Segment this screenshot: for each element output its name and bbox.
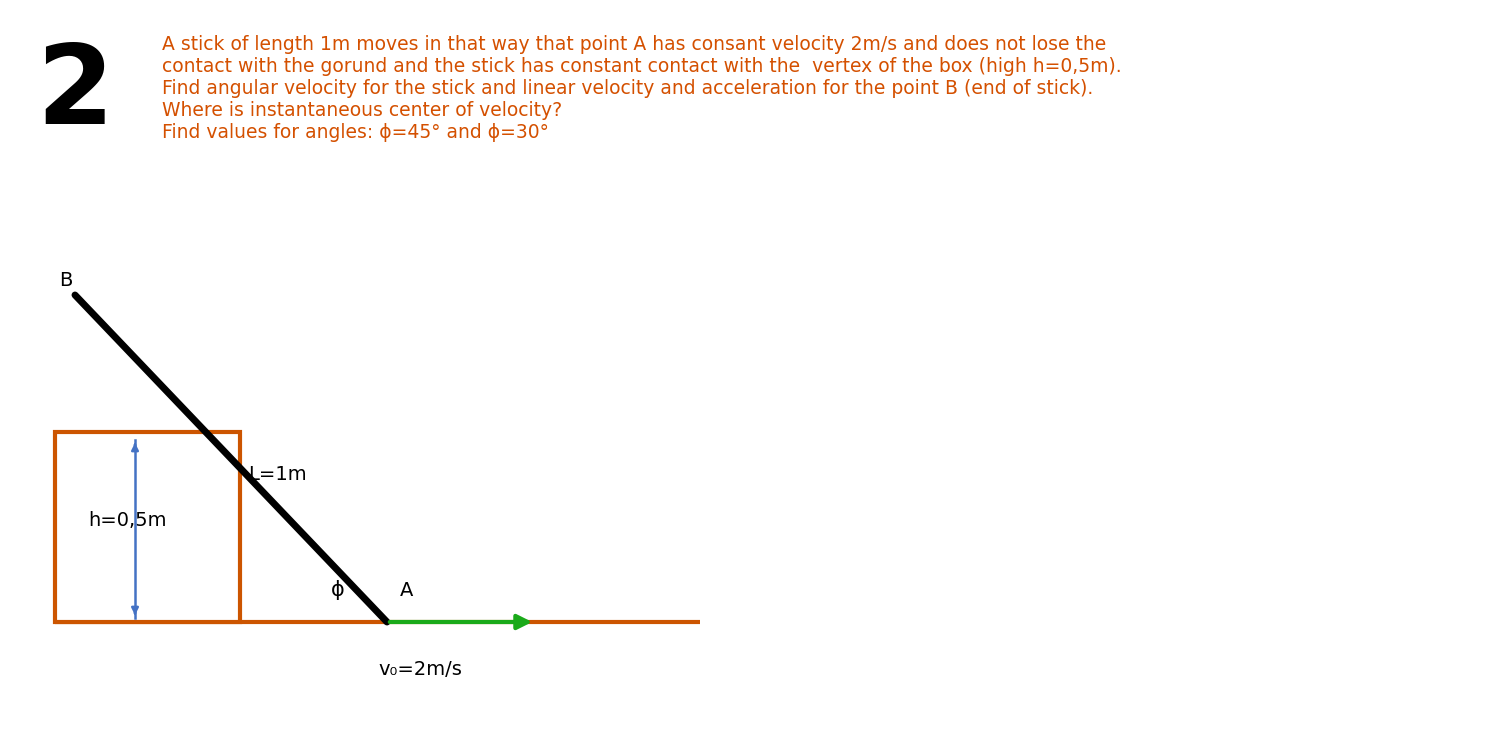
Text: contact with the gorund and the stick has constant contact with the  vertex of t: contact with the gorund and the stick ha… bbox=[163, 57, 1122, 76]
Bar bbox=[56, 432, 239, 622]
Text: ϕ: ϕ bbox=[331, 580, 345, 600]
Text: A stick of length 1m moves in that way that point A has consant velocity 2m/s an: A stick of length 1m moves in that way t… bbox=[163, 35, 1107, 54]
Text: 2: 2 bbox=[36, 40, 113, 147]
Text: B: B bbox=[60, 271, 72, 290]
Text: h=0,5m: h=0,5m bbox=[87, 510, 167, 529]
Text: A: A bbox=[401, 581, 413, 600]
Text: Find angular velocity for the stick and linear velocity and acceleration for the: Find angular velocity for the stick and … bbox=[163, 79, 1093, 98]
Text: v₀=2m/s: v₀=2m/s bbox=[378, 660, 462, 679]
Text: L=1m: L=1m bbox=[248, 465, 307, 484]
Text: Find values for angles: ϕ=45° and ϕ=30°: Find values for angles: ϕ=45° and ϕ=30° bbox=[163, 123, 548, 142]
Text: Where is instantaneous center of velocity?: Where is instantaneous center of velocit… bbox=[163, 101, 562, 120]
